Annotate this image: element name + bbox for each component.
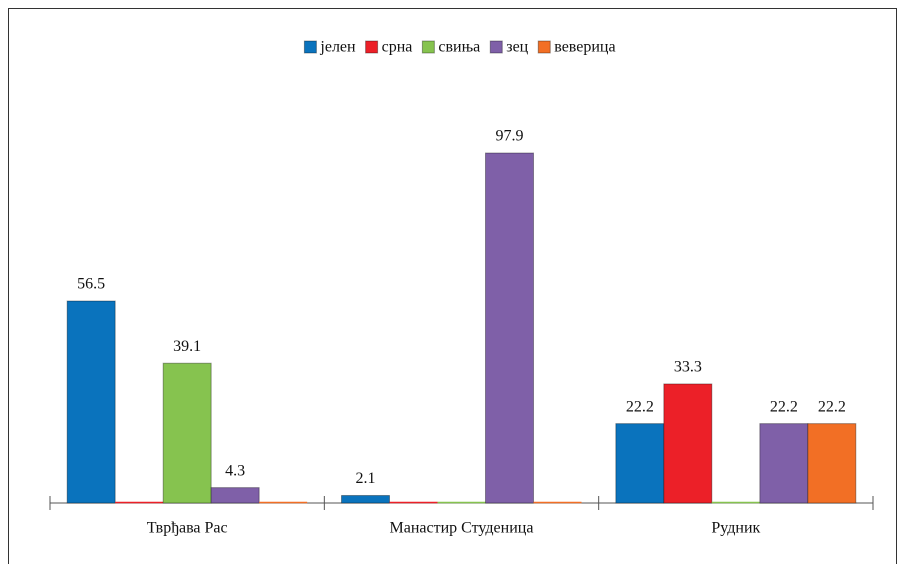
legend-label: веверица xyxy=(554,39,615,56)
data-label: 4.3 xyxy=(225,462,245,479)
x-tick-label: Манастир Студеница xyxy=(390,520,534,537)
legend-label: јелен xyxy=(319,39,356,56)
legend: јелен срна свиња зец веверица xyxy=(303,39,616,56)
bar xyxy=(663,383,713,504)
legend-label: зец xyxy=(506,39,528,56)
legend-label: свиња xyxy=(438,39,480,56)
legend-swatch xyxy=(365,40,379,54)
data-label: 2.1 xyxy=(356,470,376,487)
bar xyxy=(341,494,390,504)
x-tick-label: Рудник xyxy=(711,520,760,537)
frame xyxy=(8,8,897,564)
data-label: 56.5 xyxy=(77,276,105,293)
data-label: 97.9 xyxy=(496,128,524,145)
bar xyxy=(485,152,534,504)
data-label: 22.2 xyxy=(626,398,654,415)
legend-swatch xyxy=(421,40,435,54)
bar xyxy=(162,362,212,504)
legend-swatch xyxy=(303,40,317,54)
bar xyxy=(210,487,260,504)
data-label: 39.1 xyxy=(173,338,201,355)
data-label: 22.2 xyxy=(770,398,798,415)
bar xyxy=(615,423,665,504)
data-label: 22.2 xyxy=(818,398,846,415)
x-tick-label: Тврђава Рас xyxy=(147,520,228,537)
legend-swatch xyxy=(489,40,503,54)
legend-label: срна xyxy=(382,39,413,56)
bar xyxy=(66,300,116,504)
bar xyxy=(759,423,809,504)
data-label: 33.3 xyxy=(674,359,702,376)
bar xyxy=(807,423,857,504)
legend-swatch xyxy=(537,40,551,54)
